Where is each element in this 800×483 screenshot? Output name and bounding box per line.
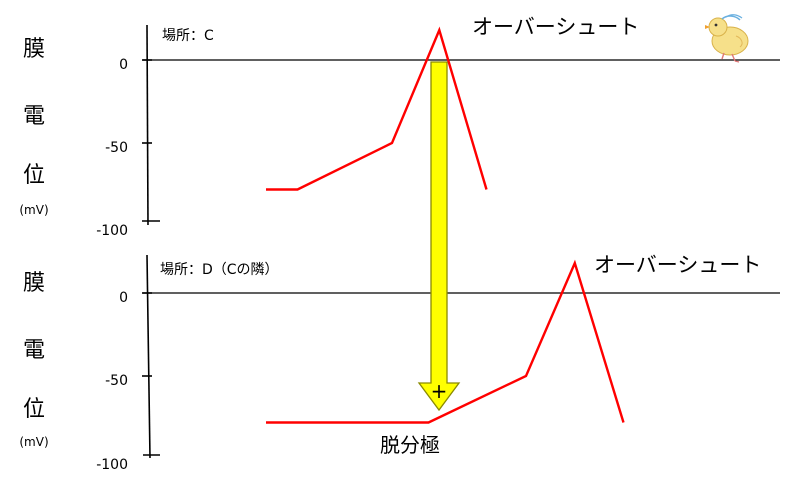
bottom-panel: 膜 電 位 (mV) 0 -50 -100 場所：D（Cの隣） オーバーシュート: [19, 253, 780, 473]
overshoot-label: オーバーシュート: [594, 253, 761, 277]
depolarization-arrow: + 脱分極: [380, 61, 461, 457]
depolarization-label: 脱分極: [380, 433, 440, 457]
ylabel-char-3: 位: [23, 397, 45, 422]
y-axis: [146, 254, 151, 459]
chick-doodle-icon: [705, 14, 749, 63]
ylabel-char-1: 膜: [23, 271, 45, 296]
y-tick-label-minus50: -50: [105, 140, 128, 156]
y-tick-label-minus100: -100: [96, 457, 128, 473]
ylabel-char-1: 膜: [23, 37, 45, 62]
ylabel-char-2: 電: [23, 338, 45, 363]
ylabel-char-3: 位: [23, 163, 45, 188]
ylabel-unit: (mV): [19, 203, 48, 217]
y-tick-label-0: 0: [119, 290, 128, 306]
ylabel-unit: (mV): [19, 435, 48, 449]
overshoot-label: オーバーシュート: [472, 15, 639, 39]
y-tick-label-0: 0: [119, 57, 128, 73]
y-axis: [146, 24, 149, 226]
y-tick-label-minus100: -100: [96, 223, 128, 239]
plus-sign: +: [431, 379, 448, 403]
yellow-arrow-shape: [417, 61, 461, 412]
location-label: 場所：D（Cの隣）: [160, 262, 279, 278]
action-potential-trace: [266, 259, 625, 424]
location-label: 場所：C: [162, 28, 214, 44]
ylabel-char-2: 電: [23, 104, 45, 129]
top-panel: 膜 電 位 (mV) 0 -50 -100 場所：C オーバーシュート: [19, 15, 780, 239]
y-tick-label-minus50: -50: [105, 373, 128, 389]
action-potential-trace: [266, 26, 488, 191]
